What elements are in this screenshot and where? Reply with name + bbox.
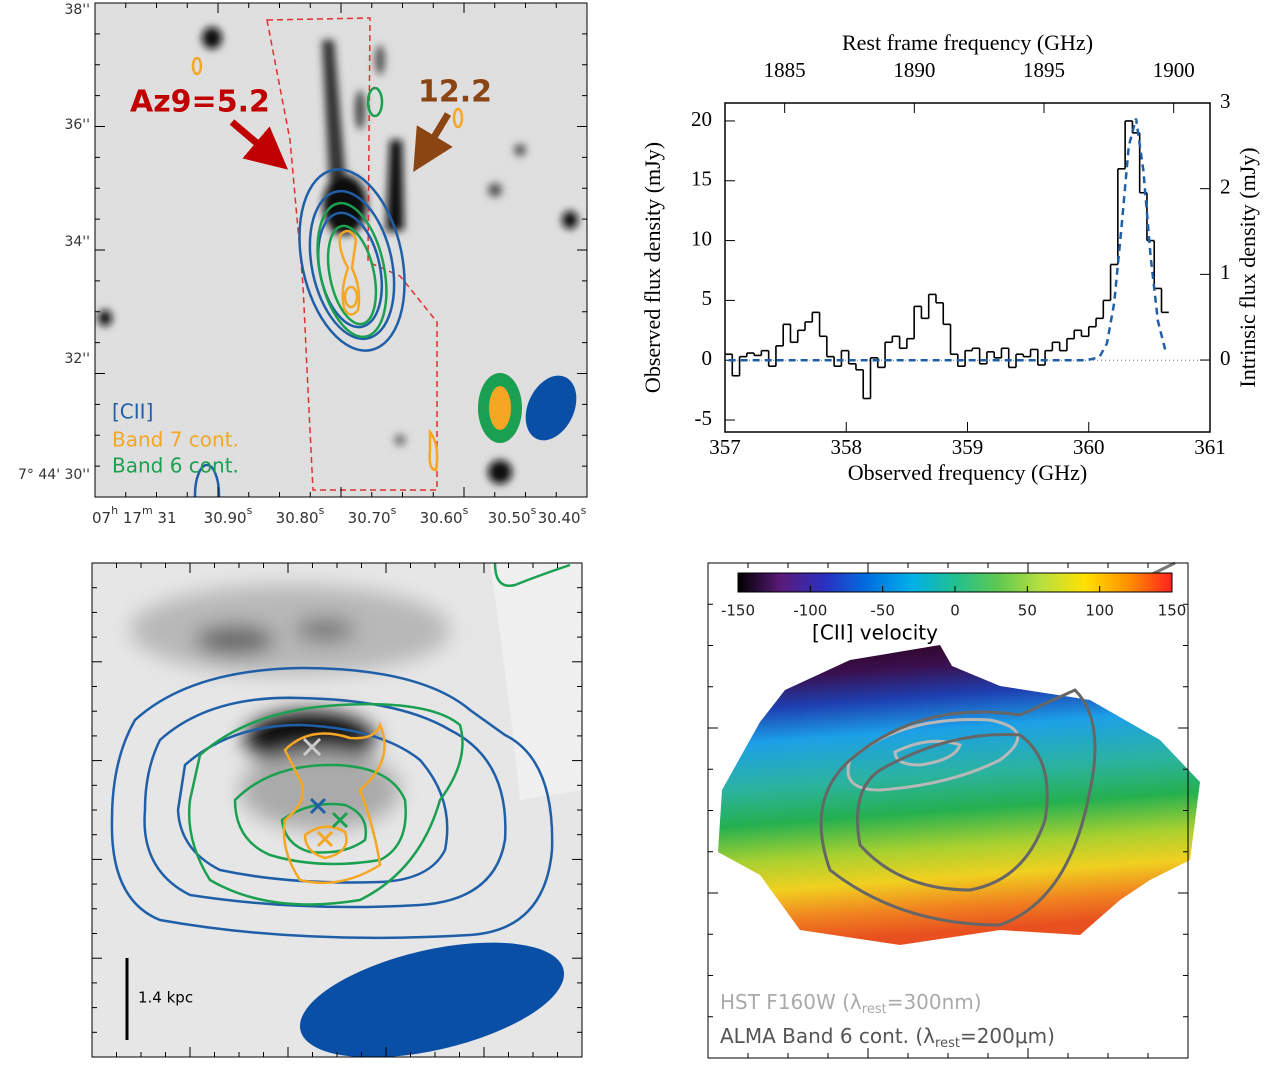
y-tick-label: 15	[691, 167, 712, 191]
y2-tick-label: 0	[1220, 346, 1231, 370]
legend-sub: rest	[935, 1036, 960, 1051]
colorbar-tick-label: 100	[1085, 602, 1114, 620]
ra-unit: s	[391, 504, 397, 517]
ra-part: 30.80	[276, 509, 319, 527]
y-axis-label: Observed flux density (mJy)	[640, 142, 665, 393]
ra-prefix: 07h 17m 31	[92, 504, 177, 527]
scale-label: 1.4 kpc	[138, 989, 193, 1007]
sources	[130, 585, 450, 830]
dec-label: 7° 44' 30''	[18, 467, 90, 483]
y-tick-label: 20	[691, 107, 712, 131]
y-tick-label: 5	[702, 286, 713, 310]
ra-part: 30.60	[420, 509, 463, 527]
x-tick-label: 361	[1194, 435, 1226, 459]
ra-part: 30.40	[538, 509, 581, 527]
beam	[299, 942, 565, 1057]
colorbar: -150 -100 -50 0 50 100 150 [CII] velocity	[721, 572, 1187, 645]
colorbar-tick-label: 50	[1018, 602, 1037, 620]
legend-entry: Band 6 cont.	[112, 454, 239, 478]
ra-part: m	[142, 504, 153, 517]
colorbar-label: [CII] velocity	[812, 621, 938, 645]
ra-labels: 30.90s 30.80s 30.70s 30.60s 30.50s 30.40s	[204, 504, 587, 527]
band6-contours	[316, 86, 388, 339]
y2-tick-label: 1	[1220, 260, 1231, 284]
colorbar-tick-label: -150	[721, 602, 755, 620]
y-tick-label: -5	[695, 406, 713, 430]
legend-text: =200μm)	[960, 1024, 1055, 1048]
panel-c	[92, 563, 582, 1057]
ra-label: 30.70s	[348, 504, 397, 527]
colorbar-tick-label: 150	[1158, 602, 1187, 620]
legend-sub: rest	[862, 1002, 887, 1017]
y-tick-label: 0	[702, 346, 713, 370]
ra-label: 30.60s	[420, 504, 469, 527]
velocity-map	[718, 645, 1200, 945]
annotation: Az9=5.2	[130, 85, 270, 120]
plot-frame	[724, 102, 1211, 433]
arrow	[229, 119, 289, 170]
ra-part: 07	[92, 509, 111, 527]
legend-entry: Band 7 cont.	[112, 428, 239, 452]
legend-text: =300nm)	[887, 990, 982, 1014]
ra-unit: s	[319, 504, 325, 517]
ra-part: 30.50	[488, 509, 531, 527]
hst-contours	[846, 718, 1020, 792]
x2-tick-label: 1890	[893, 58, 935, 82]
x2-tick-label: 1900	[1153, 58, 1195, 82]
ra-label: 30.40s	[538, 504, 587, 527]
ra-unit: s	[581, 504, 587, 517]
band7-contours	[282, 721, 386, 885]
ra-label: 30.90s	[204, 504, 253, 527]
annotation: 12.2	[418, 75, 492, 110]
sources	[98, 27, 578, 484]
ra-part: 30.70	[348, 509, 391, 527]
x-tick-label: 358	[831, 435, 863, 459]
colorbar-tick-label: -100	[793, 602, 827, 620]
model-line	[728, 118, 1167, 362]
legend-entry: ALMA Band 6 cont. (λrest=200μm)	[720, 1024, 1055, 1051]
ra-unit: s	[531, 504, 537, 517]
y2-tick-label: 3	[1220, 89, 1231, 113]
legend-entry: HST F160W (λrest=300nm)	[720, 990, 982, 1017]
panel-a	[95, 3, 587, 497]
dec-label: 34''	[64, 234, 90, 250]
ra-unit: s	[247, 504, 253, 517]
band7-beam	[489, 386, 511, 430]
ra-label: 30.80s	[276, 504, 325, 527]
y-tick-label: 10	[691, 226, 712, 250]
x-tick-label: 360	[1073, 435, 1105, 459]
cii-beam	[525, 375, 577, 441]
arrow	[413, 112, 453, 173]
band7-contours	[191, 56, 464, 472]
ra-part: 30.90	[204, 509, 247, 527]
x2-tick-label: 1885	[764, 58, 806, 82]
ra-part: h	[111, 504, 118, 517]
y2-tick-label: 2	[1220, 174, 1231, 198]
cii-contours	[193, 168, 406, 497]
legend-text: ALMA Band 6 cont. (λ	[720, 1024, 935, 1048]
colorbar-tick-label: 0	[950, 602, 960, 620]
cii-contours	[110, 666, 554, 940]
centroid-markers	[302, 737, 349, 848]
x-tick-label: 359	[952, 435, 984, 459]
dec-labels: 38'' 36'' 34'' 32'' 7° 44' 30''	[18, 2, 90, 483]
legend-entry: [CII]	[112, 400, 153, 424]
dec-label: 32''	[64, 351, 90, 367]
x2-axis-label: Rest frame frequency (GHz)	[842, 30, 1093, 55]
slit-outline	[266, 17, 438, 491]
legend-text: HST F160W (λ	[720, 990, 862, 1014]
colorbar-tick-label: -50	[870, 602, 895, 620]
dec-label: 38''	[64, 2, 90, 18]
ra-part: 17	[118, 509, 142, 527]
x-tick-label: 357	[709, 435, 741, 459]
y2-axis-label: Intrinsic flux density (mJy)	[1235, 147, 1260, 387]
x-axis-label: Observed frequency (GHz)	[848, 460, 1087, 485]
ra-part: 31	[153, 509, 177, 527]
ra-label: 30.50s	[488, 504, 537, 527]
dec-label: 36''	[64, 117, 90, 133]
x2-tick-label: 1895	[1023, 58, 1065, 82]
ra-unit: s	[463, 504, 469, 517]
